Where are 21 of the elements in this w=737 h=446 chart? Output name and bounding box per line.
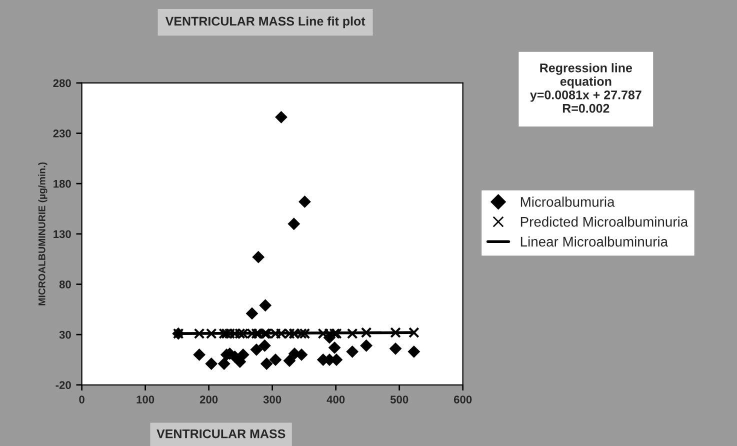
text: Regression line equation y=0.0081x + 27.787 R=0.002 <box>530 63 642 113</box>
legend-label: Microalbumuria <box>520 196 615 207</box>
legend-label: Predicted Microalbuminuria <box>520 216 688 227</box>
y-tick-label: -20 <box>56 381 71 390</box>
y-tick-label: 180 <box>54 180 71 188</box>
x-tick-label: 200 <box>200 396 218 404</box>
x-tick-label: 300 <box>263 396 282 404</box>
x-axis-title: VENTRICULAR MASS <box>156 429 286 438</box>
x-tick-label: 100 <box>136 396 154 404</box>
chart-title: VENTRICULAR MASS Line fit plot <box>165 16 366 28</box>
x-tick-label: 0 <box>79 396 84 404</box>
y-tick-label: 30 <box>59 330 71 339</box>
y-tick-label: 80 <box>59 280 71 288</box>
x-tick-label: 500 <box>390 396 408 404</box>
y-tick-label: 130 <box>54 230 71 238</box>
x-tick-label: 400 <box>326 396 345 404</box>
x-tick-label: 600 <box>454 396 472 404</box>
legend-label: Linear Microalbuminuria <box>520 236 668 247</box>
y-tick-label: 280 <box>53 79 71 88</box>
y-tick-label: 230 <box>53 130 71 138</box>
y-axis-title: MICROALBUMINURIE (µg/min.) <box>38 162 48 306</box>
